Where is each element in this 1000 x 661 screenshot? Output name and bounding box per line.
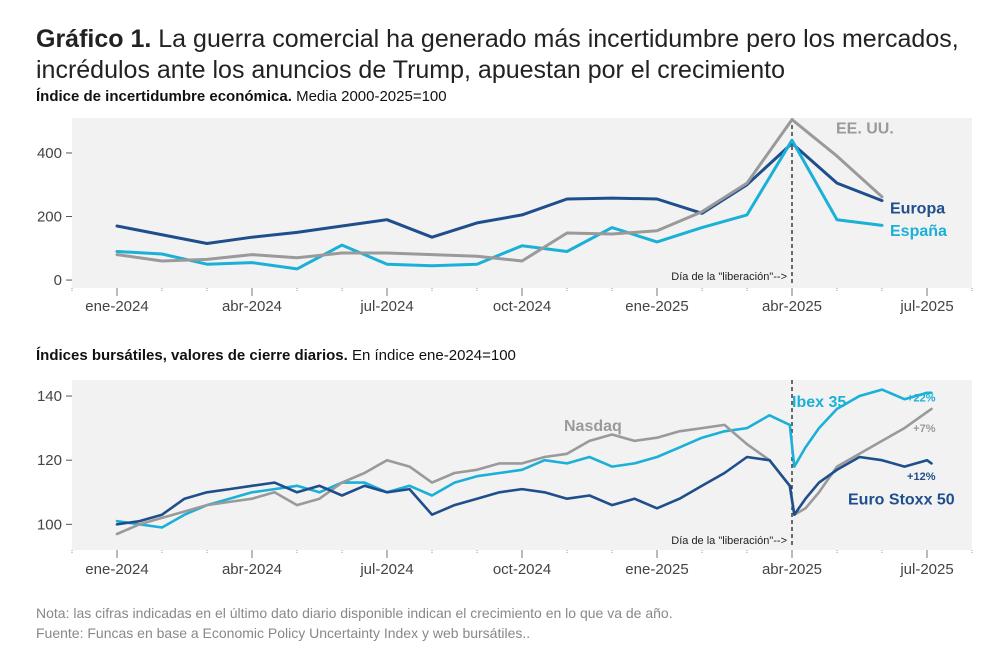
x-tick-label: abr-2024 [222, 561, 282, 578]
plot-area [72, 380, 972, 550]
plot-area [72, 118, 972, 288]
series-label-nasdaq: Nasdaq [564, 418, 622, 435]
y-tick-label: 120 [37, 452, 62, 469]
x-tick-label: abr-2025 [762, 561, 822, 578]
panel1-title: Índice de incertidumbre económica. Media… [36, 88, 447, 105]
series-line-ibex-35 [115, 388, 933, 529]
series-label-espa-a: España [890, 223, 947, 240]
panel1-title-bold: Índice de incertidumbre económica. [36, 88, 292, 105]
y-tick-label: 100 [37, 516, 62, 533]
x-tick-label: jul-2024 [359, 298, 413, 315]
series-line-europa [115, 141, 884, 245]
x-tick-label: jul-2025 [899, 561, 953, 578]
liberation-day-label: Día de la "liberación"--> [671, 535, 787, 547]
end-label-nasdaq: +7% [913, 423, 936, 435]
x-tick-label: jul-2024 [359, 561, 413, 578]
series-line-espa-a [115, 138, 884, 271]
x-tick-label: ene-2024 [85, 561, 148, 578]
x-tick-label: oct-2024 [493, 298, 551, 315]
liberation-day-label: Día de la "liberación"--> [671, 271, 787, 283]
chart-title: Gráfico 1. La guerra comercial ha genera… [36, 24, 986, 86]
end-label-ibex-35: +22% [907, 393, 936, 405]
series-label-ibex-35: Ibex 35 [792, 394, 846, 411]
series-label-ee-uu-: EE. UU. [836, 121, 894, 138]
y-tick-label: 140 [37, 388, 62, 405]
y-tick-label: 0 [54, 272, 62, 289]
series-line-nasdaq [115, 407, 933, 536]
series-label-europa: Europa [890, 201, 945, 218]
series-label-euro-stoxx-50: Euro Stoxx 50 [848, 492, 955, 509]
footnote: Nota: las cifras indicadas en el último … [36, 605, 673, 621]
x-tick-label: abr-2025 [762, 298, 822, 315]
y-tick-label: 400 [37, 145, 62, 162]
series-line-ee-uu- [115, 118, 884, 263]
source-note: Fuente: Funcas en base a Economic Policy… [36, 625, 531, 641]
panel-1: 0 200 400 ene-2024 abr-2024 jul-2024 oct-2024 e… [37, 118, 973, 315]
chart-title-number: Gráfico 1. [36, 25, 152, 53]
x-tick-label: ene-2025 [625, 298, 688, 315]
chart-title-text: La guerra comercial ha generado más ince… [36, 25, 959, 84]
x-tick-label: oct-2024 [493, 561, 551, 578]
x-tick-label: ene-2024 [85, 298, 148, 315]
x-tick-label: ene-2025 [625, 561, 688, 578]
panel1-title-rest: Media 2000-2025=100 [296, 88, 447, 105]
panel-2: 100 120 140 ene-2024 abr-2024 jul-2024 oct-202… [37, 380, 973, 578]
x-tick-label: abr-2024 [222, 298, 282, 315]
series-line-euro-stoxx-50 [115, 455, 933, 526]
panel2-title: Índices bursátiles, valores de cierre di… [36, 347, 516, 364]
panel2-title-bold: Índices bursátiles, valores de cierre di… [36, 347, 348, 364]
panel2-title-rest: En índice ene-2024=100 [352, 347, 516, 364]
y-tick-label: 200 [37, 209, 62, 226]
x-tick-label: jul-2025 [899, 298, 953, 315]
end-label-euro-stoxx-50: +12% [907, 471, 936, 483]
